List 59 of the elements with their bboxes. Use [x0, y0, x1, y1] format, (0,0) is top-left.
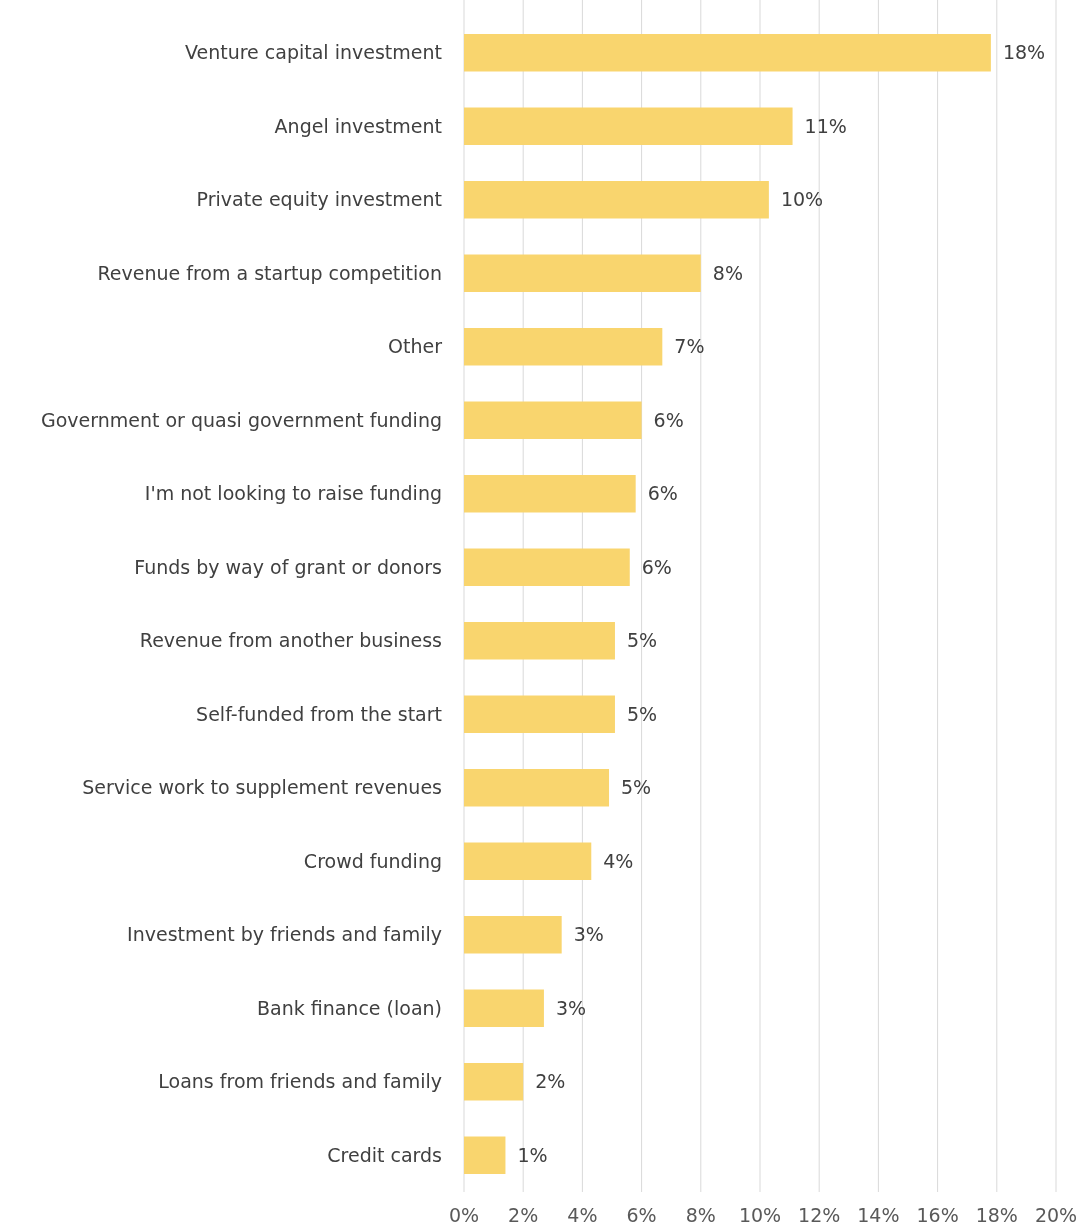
- x-tick-label: 10%: [738, 1204, 782, 1226]
- y-tick-label: Crowd funding: [303, 849, 442, 872]
- x-tick-label: 6%: [626, 1204, 657, 1226]
- y-tick-label: Angel investment: [274, 114, 442, 137]
- bar: [464, 769, 610, 807]
- y-tick-label: Venture capital investment: [184, 41, 442, 64]
- x-tick-label: 0%: [448, 1204, 480, 1226]
- y-tick-label: Credit cards: [327, 1143, 442, 1166]
- bar: [464, 107, 793, 145]
- data-label: 2%: [535, 1070, 566, 1093]
- y-tick-label: Other: [388, 335, 443, 358]
- bar: [464, 181, 769, 219]
- bar: [464, 475, 636, 513]
- bar: [464, 401, 642, 439]
- data-label: 1%: [517, 1143, 548, 1166]
- y-tick-label: Funds by way of grant or donors: [134, 555, 442, 578]
- bar: [464, 34, 991, 72]
- data-label: 3%: [555, 996, 587, 1019]
- data-label: 6%: [641, 555, 672, 578]
- y-tick-label: Government or quasi government funding: [40, 408, 442, 431]
- bar: [464, 695, 615, 733]
- data-label: 6%: [653, 408, 684, 431]
- bar: [464, 1136, 506, 1174]
- bar: [464, 989, 544, 1027]
- x-tick-label: 2%: [508, 1204, 539, 1226]
- data-label: 8%: [712, 261, 743, 284]
- data-label: 6%: [647, 482, 678, 505]
- bar: [464, 328, 663, 366]
- y-tick-label: Revenue from a startup competition: [97, 261, 442, 284]
- bar: [464, 916, 562, 954]
- data-label: 10%: [780, 188, 824, 211]
- x-tick-label: 16%: [916, 1204, 959, 1226]
- y-tick-label: I'm not looking to raise funding: [144, 482, 442, 505]
- bar: [464, 622, 615, 660]
- x-tick-label: 18%: [975, 1204, 1018, 1226]
- x-tick-label: 4%: [567, 1204, 598, 1226]
- data-label: 5%: [626, 629, 658, 652]
- y-tick-label: Loans from friends and family: [158, 1070, 442, 1093]
- x-tick-label: 20%: [1034, 1204, 1078, 1226]
- x-tick-label: 14%: [857, 1204, 900, 1226]
- data-label: 18%: [1002, 41, 1046, 64]
- y-tick-label: Bank finance (loan): [256, 996, 442, 1019]
- y-tick-label: Private equity investment: [196, 188, 442, 211]
- y-tick-label: Self-funded from the start: [196, 702, 442, 725]
- y-tick-label: Investment by friends and family: [127, 923, 442, 946]
- data-label: 3%: [573, 923, 604, 946]
- x-tick-label: 8%: [685, 1204, 716, 1226]
- bar: [464, 842, 592, 880]
- x-tick-label: 12%: [798, 1204, 841, 1226]
- data-label: 5%: [626, 702, 658, 725]
- y-tick-label: Service work to supplement revenues: [82, 776, 442, 799]
- data-label: 7%: [674, 335, 705, 358]
- data-label: 4%: [603, 849, 634, 872]
- data-label: 5%: [621, 776, 652, 799]
- y-tick-label: Revenue from another business: [139, 629, 442, 652]
- bar: [464, 548, 630, 586]
- bar: [464, 254, 701, 292]
- data-label: 11%: [804, 114, 847, 137]
- bar: [464, 1063, 524, 1101]
